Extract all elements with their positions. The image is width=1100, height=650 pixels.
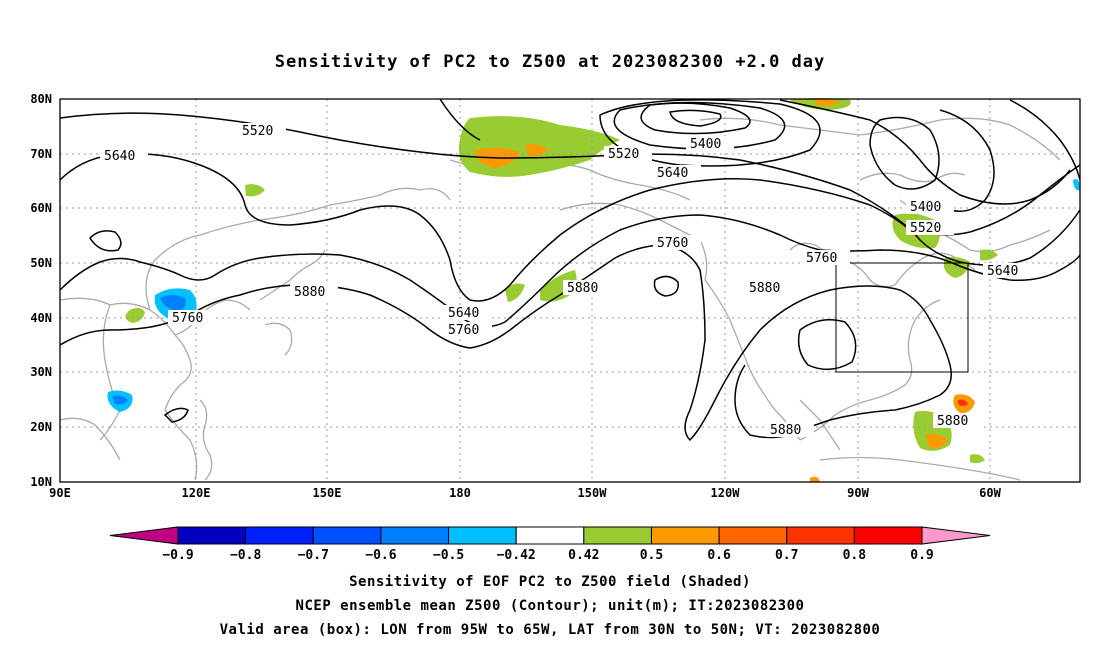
colorbar-segment	[312, 526, 382, 545]
colorbar-label: 0.9	[910, 548, 933, 563]
colorbar-segment	[380, 526, 450, 545]
contour-labels: 5520 5640 5400 5520 5640 5760 5880 5640 …	[100, 123, 1031, 438]
contour-label: 5880	[567, 281, 598, 296]
contour-label: 5760	[657, 236, 688, 251]
colorbar-segment	[921, 526, 991, 545]
lat-label: 20N	[30, 420, 52, 434]
colorbar-label: 0.6	[707, 548, 731, 563]
colorbar-label: −0.5	[433, 548, 464, 563]
colorbar-segment	[448, 526, 517, 545]
latitude-labels: 80N 70N 60N 50N 40N 30N 20N 10N	[30, 92, 52, 489]
lat-label: 30N	[30, 365, 52, 379]
colorbar-label: −0.6	[365, 548, 396, 563]
colorbar-label: 0.8	[843, 548, 867, 563]
contour-label: 5640	[448, 306, 479, 321]
colorbar-segment	[786, 526, 855, 545]
lon-label: 60W	[979, 486, 1001, 500]
colorbar-label: 0.42	[568, 548, 599, 563]
colorbar-label: −0.7	[298, 548, 329, 563]
colorbar-label: −0.9	[162, 548, 193, 563]
contour-label: 5640	[987, 264, 1018, 279]
contour-label: 5760	[172, 311, 203, 326]
lon-label: 150E	[313, 486, 342, 500]
contour-label: 5640	[104, 149, 135, 164]
contour-label: 5400	[690, 137, 721, 152]
colorbar	[109, 526, 991, 545]
colorbar-segment	[650, 526, 720, 545]
contour-label: 5760	[806, 251, 837, 266]
contour-label: 5760	[448, 323, 479, 338]
colorbar-segment	[515, 526, 585, 545]
contour-label: 5520	[608, 147, 639, 162]
lon-label: 120W	[711, 486, 741, 500]
colorbar-label: 0.5	[640, 548, 663, 563]
colorbar-label: −0.8	[230, 548, 261, 563]
colorbar-segment	[583, 526, 652, 545]
colorbar-segment	[245, 526, 314, 545]
caption-line-1: Sensitivity of EOF PC2 to Z500 field (Sh…	[349, 574, 751, 590]
colorbar-labels: −0.9 −0.8 −0.7 −0.6 −0.5 −0.42 0.42 0.5 0.6 0.7 0.…	[162, 548, 933, 563]
map-title: Sensitivity of PC2 to Z500 at 2023082300…	[274, 52, 826, 72]
contour-label: 5400	[910, 200, 941, 215]
colorbar-segment	[853, 526, 923, 545]
caption-line-3: Valid area (box): LON from 95W to 65W, L…	[219, 622, 881, 638]
contour-label: 5640	[657, 166, 688, 181]
contour-label: 5880	[770, 423, 801, 438]
colorbar-label: 0.7	[775, 548, 798, 563]
lat-label: 80N	[30, 92, 52, 106]
caption-line-2: NCEP ensemble mean Z500 (Contour); unit(…	[295, 598, 805, 614]
longitude-labels: 90E 120E 150E 180 150W 120W 90W 60W	[49, 486, 1001, 500]
colorbar-segment	[109, 526, 179, 545]
lat-label: 40N	[30, 311, 52, 325]
colorbar-label: −0.42	[497, 548, 536, 563]
contour-label: 5520	[242, 124, 273, 139]
contour-label: 5520	[910, 221, 941, 236]
lat-label: 10N	[30, 475, 52, 489]
contour-label: 5880	[749, 281, 780, 296]
map-frame	[59, 98, 1081, 483]
lon-label: 90E	[49, 486, 71, 500]
lon-label: 150W	[578, 486, 608, 500]
valid-area-box	[835, 262, 969, 373]
contour-label: 5880	[294, 285, 325, 300]
colorbar-segment	[177, 526, 247, 545]
lat-label: 50N	[30, 256, 52, 270]
contour-label: 5880	[937, 414, 968, 429]
lat-label: 60N	[30, 201, 52, 215]
coastlines	[59, 117, 1061, 481]
lon-label: 180	[449, 486, 471, 500]
lat-label: 70N	[30, 147, 52, 161]
lon-label: 120E	[182, 486, 211, 500]
colorbar-segment	[718, 526, 788, 545]
gridlines	[60, 99, 1080, 482]
lon-label: 90W	[847, 486, 869, 500]
